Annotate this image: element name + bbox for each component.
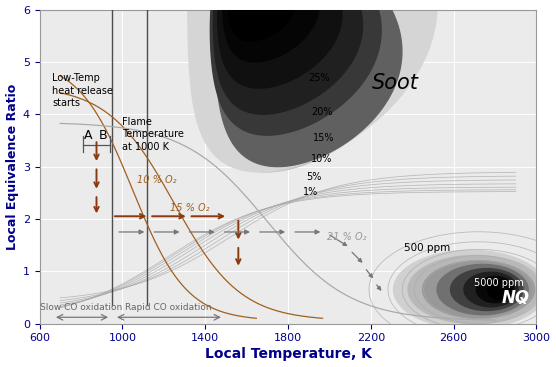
Text: Flame
Temperature
at 1000 K: Flame Temperature at 1000 K [122, 117, 184, 152]
Text: 25%: 25% [309, 73, 330, 83]
Polygon shape [241, 0, 381, 161]
Polygon shape [188, 0, 437, 172]
Polygon shape [476, 276, 514, 303]
Text: A: A [84, 129, 92, 142]
Text: 15 % O₂: 15 % O₂ [170, 203, 210, 214]
Polygon shape [230, 0, 391, 164]
Text: 15%: 15% [313, 133, 334, 143]
Text: Soot: Soot [372, 73, 419, 93]
Text: 5000 ppm: 5000 ppm [474, 278, 524, 288]
Polygon shape [198, 0, 425, 172]
Text: 21 % O₂: 21 % O₂ [327, 232, 367, 242]
Polygon shape [214, 0, 363, 114]
Polygon shape [450, 269, 523, 310]
Polygon shape [276, 71, 347, 152]
Text: 1%: 1% [302, 187, 317, 197]
Text: 5%: 5% [307, 172, 322, 182]
Polygon shape [265, 51, 359, 156]
Polygon shape [216, 0, 402, 167]
Text: NO: NO [502, 290, 529, 308]
Text: 500 ppm: 500 ppm [404, 243, 450, 253]
Text: 10 % O₂: 10 % O₂ [137, 175, 176, 185]
Y-axis label: Local Equivalence Ratio: Local Equivalence Ratio [6, 83, 18, 250]
Polygon shape [228, 0, 296, 41]
Text: Rapid CO oxidation: Rapid CO oxidation [125, 303, 211, 312]
Polygon shape [408, 255, 540, 324]
Text: B: B [99, 129, 108, 142]
Polygon shape [394, 250, 547, 329]
Polygon shape [217, 0, 342, 88]
Text: 10%: 10% [311, 154, 332, 164]
Text: x: x [519, 294, 527, 307]
Polygon shape [210, 0, 412, 172]
Polygon shape [423, 261, 534, 318]
Text: Low-Temp
heat release
starts: Low-Temp heat release starts [52, 73, 113, 108]
Polygon shape [437, 264, 528, 315]
Text: 20%: 20% [311, 106, 332, 117]
Polygon shape [223, 0, 319, 62]
Polygon shape [254, 28, 370, 159]
Polygon shape [488, 280, 510, 299]
Polygon shape [210, 0, 381, 135]
Polygon shape [464, 272, 518, 307]
X-axis label: Local Temperature, K: Local Temperature, K [205, 348, 371, 361]
Text: Slow CO oxidation: Slow CO oxidation [40, 303, 122, 312]
